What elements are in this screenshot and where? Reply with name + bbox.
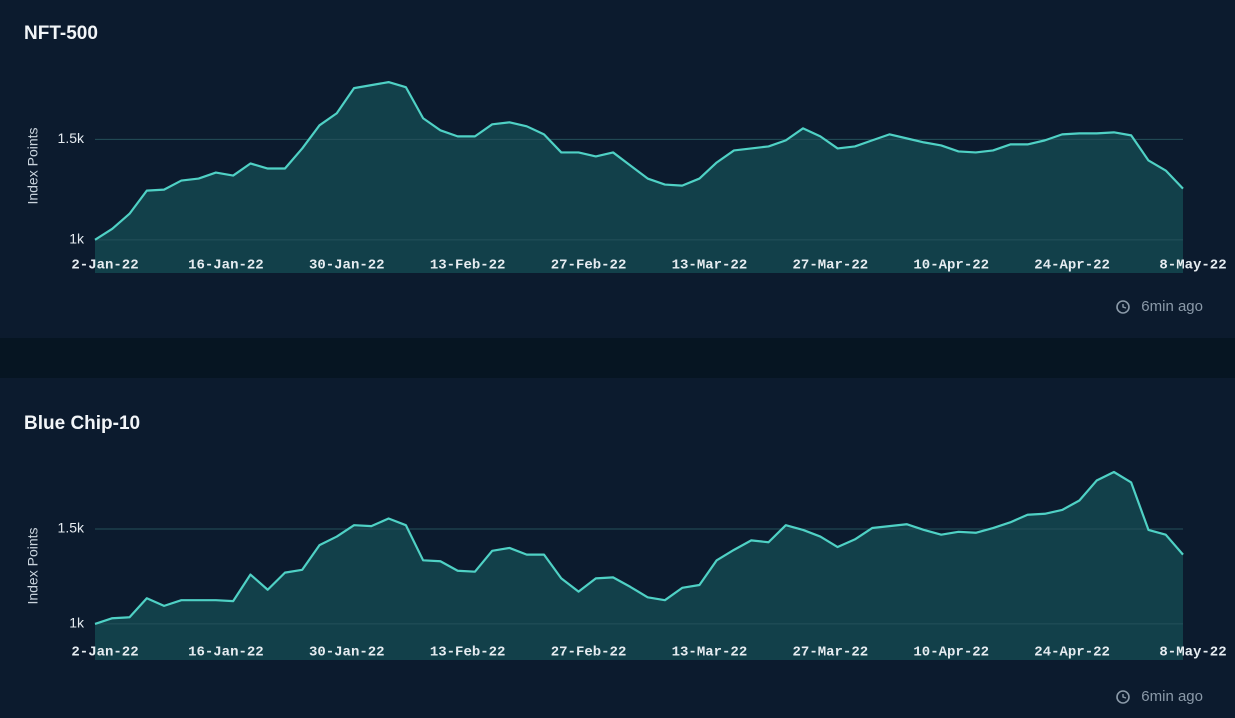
y-axis-label: Index Points <box>25 527 41 604</box>
area-fill <box>95 472 1183 660</box>
x-tick-label: 13-Feb-22 <box>430 258 506 274</box>
index-line <box>94 81 1184 241</box>
x-tick-label: 13-Mar-22 <box>672 258 748 274</box>
x-tick-label: 27-Feb-22 <box>551 645 627 661</box>
x-tick-label: 24-Apr-22 <box>1034 258 1110 274</box>
y-tick-label: 1k <box>69 615 85 631</box>
y-tick-label: 1.5k <box>58 130 85 146</box>
refresh-icon <box>1116 300 1130 314</box>
x-tick-label: 27-Mar-22 <box>793 645 869 661</box>
x-tick-label: 8-May-22 <box>1159 645 1226 661</box>
y-axis-label: Index Points <box>25 127 41 204</box>
x-tick-label: 10-Apr-22 <box>913 258 989 274</box>
x-tick-label: 24-Apr-22 <box>1034 645 1110 661</box>
x-tick-label: 16-Jan-22 <box>188 645 264 661</box>
refresh-icon <box>1116 690 1130 704</box>
chart-title: NFT-500 <box>24 23 98 44</box>
area-fill <box>95 82 1183 274</box>
x-tick-label: 2-Jan-22 <box>71 258 138 274</box>
x-tick-label: 10-Apr-22 <box>913 645 989 661</box>
x-tick-label: 27-Feb-22 <box>551 258 627 274</box>
y-tick-label: 1.5k <box>58 520 85 536</box>
chart-title: Blue Chip-10 <box>24 413 140 434</box>
refresh-icon-hand <box>1122 694 1127 699</box>
x-tick-label: 13-Feb-22 <box>430 645 506 661</box>
y-tick-label: 1k <box>69 231 85 247</box>
updated-time: 6min ago <box>1141 298 1203 315</box>
x-tick-label: 30-Jan-22 <box>309 258 385 274</box>
x-tick-label: 8-May-22 <box>1159 258 1226 274</box>
refresh-icon-hand <box>1122 304 1127 309</box>
updated-time: 6min ago <box>1141 688 1203 705</box>
x-tick-label: 16-Jan-22 <box>188 258 264 274</box>
x-tick-label: 13-Mar-22 <box>672 645 748 661</box>
x-tick-label: 27-Mar-22 <box>793 258 869 274</box>
index-line <box>94 470 1184 625</box>
x-tick-label: 2-Jan-22 <box>71 645 138 661</box>
x-tick-label: 30-Jan-22 <box>309 645 385 661</box>
